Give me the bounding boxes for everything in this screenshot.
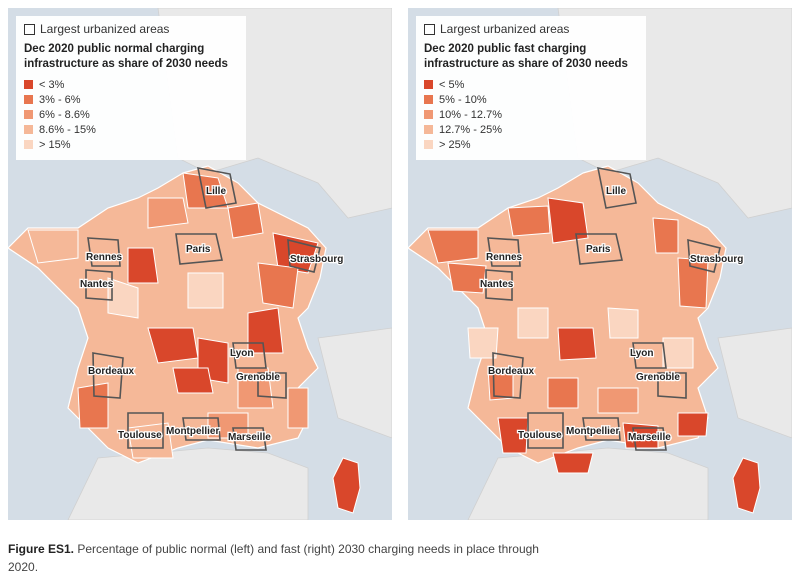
city-label-bordeaux: Bordeaux [88, 366, 135, 377]
map-panel-fast: Lille Paris Strasbourg Rennes Nantes Lyo… [408, 8, 792, 520]
city-label-lyon: Lyon [230, 348, 254, 359]
map-panel-normal: Lille Paris Strasbourg Rennes Nantes Lyo… [8, 8, 392, 520]
legend-item: > 15% [24, 137, 238, 152]
city-label-rennes: Rennes [486, 252, 523, 263]
city-label-toulouse: Toulouse [518, 430, 562, 441]
legend-normal: Largest urbanized areas Dec 2020 public … [16, 16, 246, 160]
city-label-marseille: Marseille [628, 432, 671, 443]
city-label-rennes: Rennes [86, 252, 123, 263]
dept-fills [27, 172, 319, 459]
city-label-grenoble: Grenoble [636, 372, 680, 383]
legend-item: > 25% [424, 137, 638, 152]
legend-swatch [424, 110, 433, 119]
france-map-normal: Lille Paris Strasbourg Rennes Nantes Lyo… [8, 8, 392, 520]
france-map-fast: Lille Paris Strasbourg Rennes Nantes Lyo… [408, 8, 792, 520]
city-label-strasbourg: Strasbourg [290, 254, 343, 265]
legend-item: 10% - 12.7% [424, 107, 638, 122]
legend-swatch [24, 125, 33, 134]
legend-urban-label: Largest urbanized areas [40, 22, 170, 36]
legend-swatch [24, 140, 33, 149]
legend-item: 8.6% - 15% [24, 122, 238, 137]
city-label-lyon: Lyon [630, 348, 654, 359]
city-label-strasbourg: Strasbourg [690, 254, 743, 265]
city-label-lille: Lille [606, 186, 626, 197]
city-label-montpellier: Montpellier [166, 426, 219, 437]
city-label-lille: Lille [206, 186, 226, 197]
legend-item: 5% - 10% [424, 92, 638, 107]
legend-swatch [24, 80, 33, 89]
corsica [732, 457, 761, 514]
legend-item: 6% - 8.6% [24, 107, 238, 122]
legend-swatch [424, 95, 433, 104]
city-label-marseille: Marseille [228, 432, 271, 443]
legend-item: 12.7% - 25% [424, 122, 638, 137]
legend-item: < 3% [24, 77, 238, 92]
figure-label: Figure ES1. [8, 542, 75, 556]
figure-caption-text: Percentage of public normal (left) and f… [8, 542, 539, 574]
legend-title: Dec 2020 public fast charging infrastruc… [424, 43, 628, 70]
city-label-paris: Paris [586, 244, 611, 255]
urban-outlines [485, 166, 721, 451]
legend-swatch [424, 80, 433, 89]
legend-item: < 5% [424, 77, 638, 92]
legend-item: 3% - 6% [24, 92, 238, 107]
city-label-montpellier: Montpellier [566, 426, 619, 437]
city-labels: Lille Paris Strasbourg Rennes Nantes Lyo… [479, 185, 745, 445]
urban-area-box-icon [424, 23, 435, 35]
legend-swatch [424, 125, 433, 134]
city-label-nantes: Nantes [80, 279, 114, 290]
urban-area-box-icon [24, 23, 35, 35]
figure-caption: Figure ES1. Percentage of public normal … [8, 540, 568, 576]
legend-fast: Largest urbanized areas Dec 2020 public … [416, 16, 646, 160]
legend-urban-label: Largest urbanized areas [440, 22, 570, 36]
city-label-grenoble: Grenoble [236, 372, 280, 383]
dept-fills [427, 197, 709, 474]
legend-swatch [24, 110, 33, 119]
city-label-nantes: Nantes [480, 279, 514, 290]
legend-swatch [424, 140, 433, 149]
corsica [332, 457, 361, 514]
legend-swatch [24, 95, 33, 104]
city-label-bordeaux: Bordeaux [488, 366, 535, 377]
city-label-toulouse: Toulouse [118, 430, 162, 441]
legend-title: Dec 2020 public normal charging infrastr… [24, 43, 228, 70]
city-label-paris: Paris [186, 244, 211, 255]
city-labels: Lille Paris Strasbourg Rennes Nantes Lyo… [79, 185, 345, 445]
urban-outlines [85, 166, 321, 451]
